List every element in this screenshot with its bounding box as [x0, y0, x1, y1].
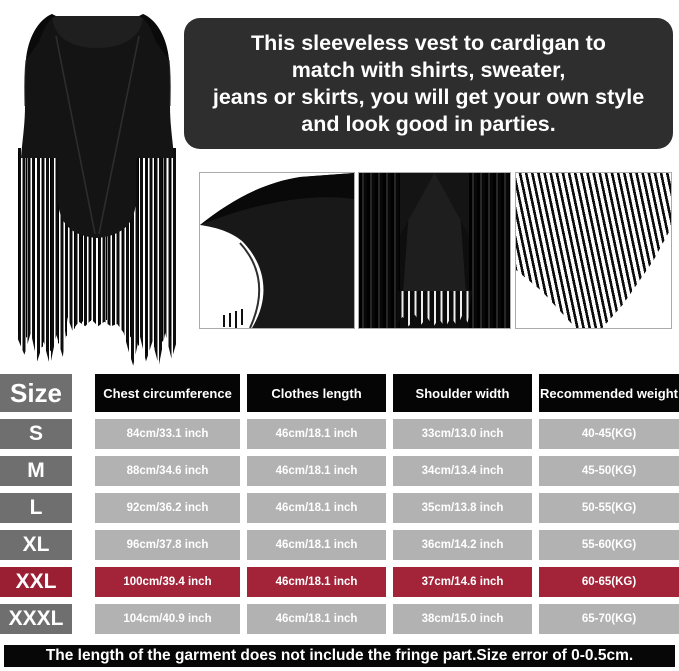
- table-header-row: Size Chest circumference Clothes length …: [0, 374, 679, 412]
- weight-value: 50-55(KG): [539, 493, 679, 523]
- fringe-column-right: [469, 173, 510, 328]
- table-row-xl: XL 96cm/37.8 inch 46cm/18.1 inch 36cm/14…: [0, 530, 679, 560]
- fringe-strands: [516, 173, 671, 328]
- fringe-hem: [396, 290, 473, 328]
- product-photo-front-detail: [358, 172, 511, 329]
- size-label: XXL: [0, 567, 72, 597]
- description-line: This sleeveless vest to cardigan to: [251, 30, 606, 55]
- length-value: 46cm/18.1 inch: [247, 604, 386, 634]
- size-label: XL: [0, 530, 72, 560]
- table-row-m: M 88cm/34.6 inch 46cm/18.1 inch 34cm/13.…: [0, 456, 679, 486]
- shoulder-value: 35cm/13.8 inch: [393, 493, 532, 523]
- description-line: jeans or skirts, you will get your own s…: [212, 84, 645, 109]
- chest-value: 92cm/36.2 inch: [95, 493, 240, 523]
- header-weight: Recommended weight: [539, 374, 679, 412]
- shoulder-value: 33cm/13.0 inch: [393, 419, 532, 449]
- footer-note: The length of the garment does not inclu…: [4, 645, 675, 667]
- table-row-xxxl: XXXL 104cm/40.9 inch 46cm/18.1 inch 38cm…: [0, 604, 679, 634]
- weight-value: 55-60(KG): [539, 530, 679, 560]
- chest-value: 104cm/40.9 inch: [95, 604, 240, 634]
- table-row-s: S 84cm/33.1 inch 46cm/18.1 inch 33cm/13.…: [0, 419, 679, 449]
- weight-value: 40-45(KG): [539, 419, 679, 449]
- length-value: 46cm/18.1 inch: [247, 567, 386, 597]
- size-label: S: [0, 419, 72, 449]
- description-box: This sleeveless vest to cardigan to matc…: [184, 18, 673, 149]
- product-photo-fringe-detail: [515, 172, 672, 329]
- weight-value: 45-50(KG): [539, 456, 679, 486]
- shoulder-value: 36cm/14.2 inch: [393, 530, 532, 560]
- chest-value: 84cm/33.1 inch: [95, 419, 240, 449]
- weight-value: 60-65(KG): [539, 567, 679, 597]
- header-size: Size: [0, 374, 72, 412]
- table-row-xxl-highlighted: XXL 100cm/39.4 inch 46cm/18.1 inch 37cm/…: [0, 567, 679, 597]
- description-line: and look good in parties.: [301, 111, 556, 136]
- product-photo-main: [0, 2, 196, 372]
- shoulder-value: 38cm/15.0 inch: [393, 604, 532, 634]
- description-line: match with shirts, sweater,: [291, 57, 566, 82]
- chest-value: 96cm/37.8 inch: [95, 530, 240, 560]
- header-shoulder: Shoulder width: [393, 374, 532, 412]
- chest-value: 88cm/34.6 inch: [95, 456, 240, 486]
- product-photo-shoulder-detail: [199, 172, 355, 329]
- length-value: 46cm/18.1 inch: [247, 530, 386, 560]
- size-label: L: [0, 493, 72, 523]
- shoulder-value: 37cm/14.6 inch: [393, 567, 532, 597]
- length-value: 46cm/18.1 inch: [247, 493, 386, 523]
- length-value: 46cm/18.1 inch: [247, 456, 386, 486]
- header-length: Clothes length: [247, 374, 386, 412]
- weight-value: 65-70(KG): [539, 604, 679, 634]
- size-label: M: [0, 456, 72, 486]
- shoulder-value: 34cm/13.4 inch: [393, 456, 532, 486]
- length-value: 46cm/18.1 inch: [247, 419, 386, 449]
- size-label: XXXL: [0, 604, 72, 634]
- chest-value: 100cm/39.4 inch: [95, 567, 240, 597]
- size-chart-table: Size Chest circumference Clothes length …: [0, 374, 679, 641]
- fringe-column-left: [359, 173, 400, 328]
- header-chest: Chest circumference: [95, 374, 240, 412]
- vest-illustration: [21, 14, 174, 238]
- table-row-l: L 92cm/36.2 inch 46cm/18.1 inch 35cm/13.…: [0, 493, 679, 523]
